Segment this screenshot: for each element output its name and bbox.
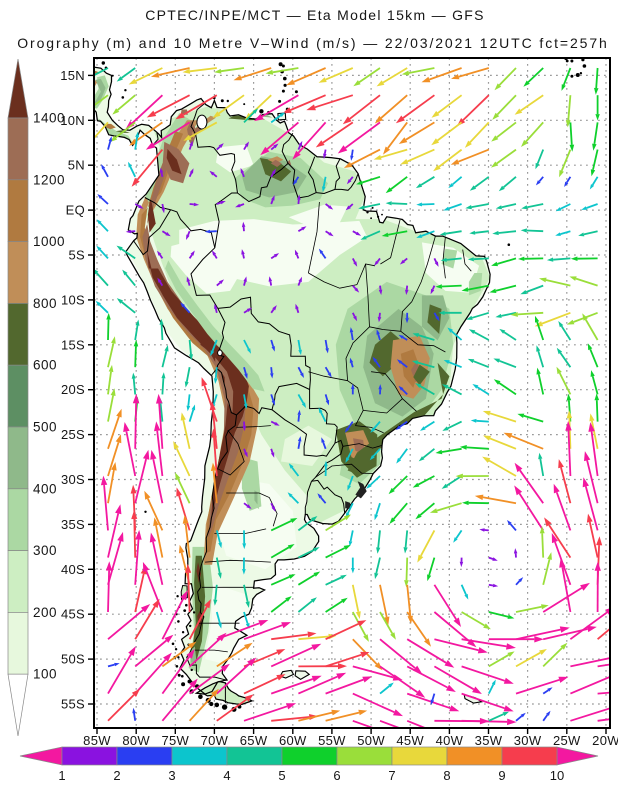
svg-text:30W: 30W <box>514 733 542 748</box>
svg-text:20W: 20W <box>592 733 618 748</box>
svg-text:9: 9 <box>498 768 505 783</box>
svg-text:1: 1 <box>58 768 65 783</box>
svg-text:25W: 25W <box>553 733 581 748</box>
svg-text:600: 600 <box>33 358 57 373</box>
svg-text:50S: 50S <box>61 652 85 667</box>
svg-text:55W: 55W <box>318 733 346 748</box>
svg-text:500: 500 <box>33 420 57 435</box>
svg-text:10N: 10N <box>60 113 85 128</box>
svg-text:1200: 1200 <box>33 172 65 187</box>
svg-text:8: 8 <box>443 768 450 783</box>
svg-text:15S: 15S <box>61 337 85 352</box>
svg-text:75W: 75W <box>161 733 189 748</box>
svg-text:4: 4 <box>223 768 230 783</box>
svg-text:100: 100 <box>33 667 57 682</box>
svg-text:25S: 25S <box>61 427 85 442</box>
svg-text:40S: 40S <box>61 562 85 577</box>
svg-text:30S: 30S <box>61 472 85 487</box>
svg-text:45W: 45W <box>396 733 424 748</box>
svg-text:20S: 20S <box>61 382 85 397</box>
svg-text:55S: 55S <box>61 697 85 712</box>
svg-text:85W: 85W <box>83 733 111 748</box>
svg-text:5: 5 <box>278 768 285 783</box>
svg-text:70W: 70W <box>201 733 229 748</box>
svg-text:80W: 80W <box>122 733 150 748</box>
svg-text:5N: 5N <box>68 158 85 173</box>
svg-text:800: 800 <box>33 296 57 311</box>
svg-text:1000: 1000 <box>33 234 65 249</box>
svg-text:2: 2 <box>113 768 120 783</box>
svg-text:10S: 10S <box>61 292 85 307</box>
svg-text:40W: 40W <box>436 733 464 748</box>
svg-text:CPTEC/INPE/MCT — Eta Model 15: CPTEC/INPE/MCT — Eta Model 15km — GFS <box>145 7 485 23</box>
svg-text:65W: 65W <box>240 733 268 748</box>
svg-text:60W: 60W <box>279 733 307 748</box>
svg-text:300: 300 <box>33 543 57 558</box>
svg-text:EQ: EQ <box>66 203 85 218</box>
svg-text:35W: 35W <box>475 733 503 748</box>
svg-text:6: 6 <box>333 768 340 783</box>
svg-text:5S: 5S <box>68 248 85 263</box>
svg-text:45S: 45S <box>61 607 85 622</box>
svg-text:200: 200 <box>33 605 57 620</box>
svg-text:400: 400 <box>33 481 57 496</box>
svg-text:7: 7 <box>388 768 395 783</box>
svg-text:50W: 50W <box>357 733 385 748</box>
svg-text:3: 3 <box>168 768 175 783</box>
svg-text:Orography (m) and 10 Metre V–W: Orography (m) and 10 Metre V–Wind (m/s) … <box>17 35 608 51</box>
svg-text:15N: 15N <box>60 68 85 83</box>
svg-text:1400: 1400 <box>33 111 65 126</box>
svg-text:10: 10 <box>550 768 564 783</box>
svg-text:35S: 35S <box>61 517 85 532</box>
